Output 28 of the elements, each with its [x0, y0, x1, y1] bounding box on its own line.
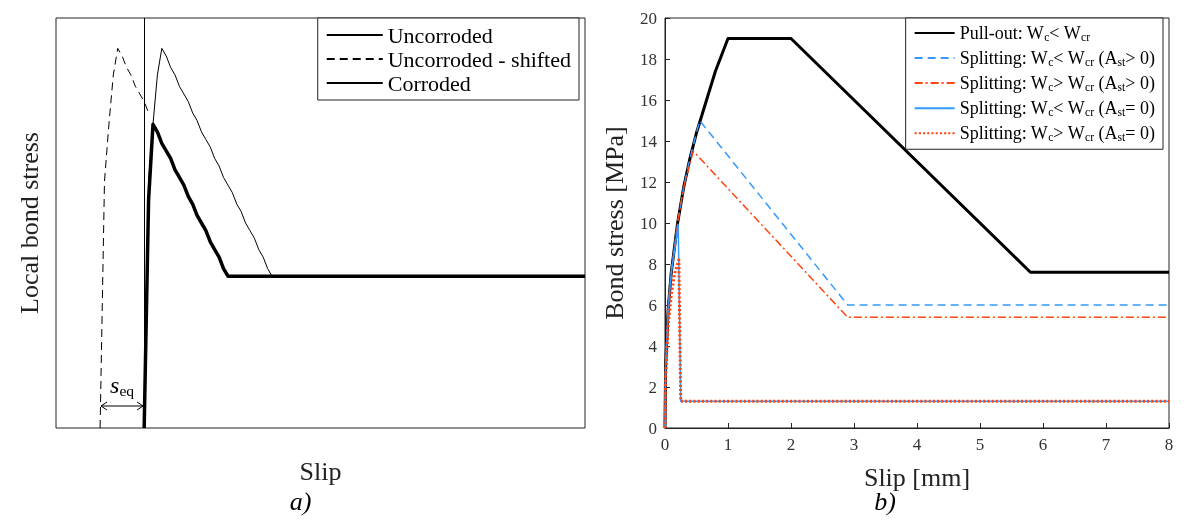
x-tick-label: 4: [912, 435, 922, 454]
y-tick-label: 8: [648, 254, 657, 274]
text: a): [289, 486, 312, 516]
y-tick-label: 0: [648, 418, 657, 438]
y-tick-label: 20: [640, 8, 657, 28]
y-tick-label: 12: [640, 172, 657, 192]
x-tick-label: 1: [723, 435, 733, 454]
y-tick-label: 16: [640, 90, 657, 110]
y-tick-label: 2: [648, 377, 657, 397]
y-tick-label: 6: [648, 295, 657, 315]
y-tick-label: 4: [648, 336, 658, 356]
y-axis-title: Bond stress [MPa]: [599, 126, 629, 320]
y-tick-label: 10: [640, 213, 657, 233]
x-tick-label: 3: [849, 435, 859, 454]
x-tick-label: 7: [1101, 435, 1111, 454]
x-tick-label: 6: [1038, 435, 1048, 454]
legend-label: Corroded: [387, 70, 471, 96]
x-tick-label: 5: [975, 435, 985, 454]
x-tick-label: 2: [786, 435, 796, 454]
x-axis-title: Slip [mm]: [863, 462, 971, 492]
x-tick-label: 8: [1164, 435, 1174, 454]
x-tick-label: 0: [660, 435, 670, 454]
x-axis-title: Slip: [299, 456, 342, 486]
legend-label: Uncorroded: [387, 22, 493, 48]
legend-label: Uncorroded - shifted: [387, 46, 572, 72]
y-tick-label: 18: [640, 49, 657, 69]
y-tick-label: 14: [640, 131, 658, 151]
y-axis-title: Local bond stress: [14, 132, 44, 314]
